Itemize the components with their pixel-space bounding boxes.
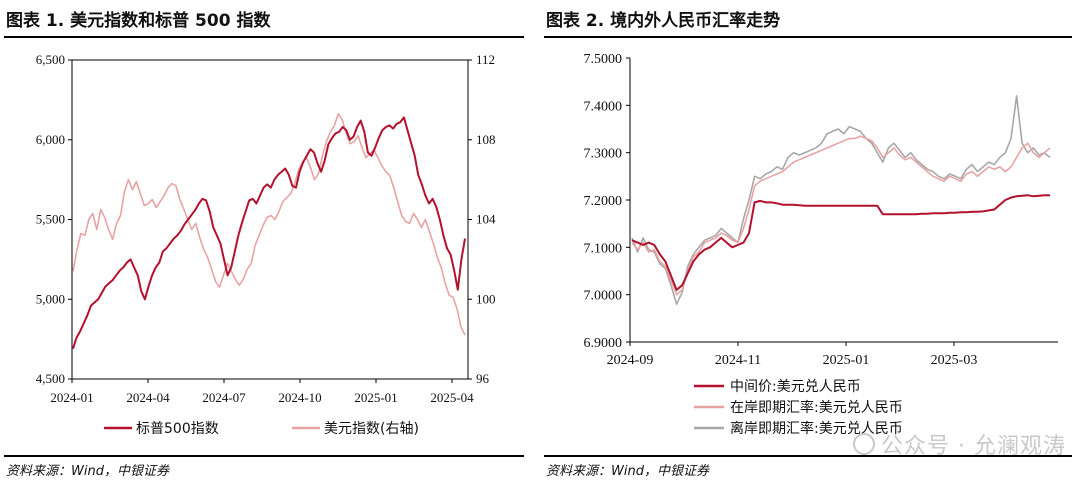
legend-label-dxy: 美元指数(右轴) — [324, 421, 419, 437]
series-line-central-parity — [631, 194, 1050, 291]
y-right-tick-label: 112 — [476, 52, 495, 67]
y-tick-label: 7.4000 — [584, 99, 623, 114]
y-tick-label: 7.5000 — [584, 52, 623, 67]
x-tick-label: 2024-01 — [50, 390, 93, 405]
cny-exchange-rate-chart: 6.9000 7.0000 7.1000 7.2000 7.3000 7.4000 7.50… — [584, 52, 1058, 437]
x-tick-label: 2024-11 — [715, 353, 761, 368]
y-tick-label: 6.9000 — [584, 336, 623, 351]
legend-label-offshore: 离岸即期汇率:美元兑人民币 — [730, 420, 903, 437]
series-line-onshore — [631, 135, 1051, 296]
series-line-dxy — [72, 113, 466, 336]
y-tick-label: 7.1000 — [584, 241, 623, 256]
series-line-offshore — [631, 95, 1051, 305]
y-right-tick-label: 96 — [476, 371, 490, 386]
watermark: 公众号 · 允澜观涛 — [853, 428, 1066, 460]
y-left-tick-label: 5,500 — [36, 212, 65, 227]
x-tick-label: 2024-07 — [202, 390, 246, 405]
y-left-tick-label: 6,500 — [36, 52, 65, 67]
y-right-tick-label: 104 — [476, 212, 496, 227]
right-title-rule — [544, 36, 1072, 38]
legend-label-central-parity: 中间价:美元兑人民币 — [730, 379, 861, 395]
left-title-rule — [4, 36, 524, 38]
x-tick-label: 2025-01 — [354, 390, 397, 405]
x-tick-label: 2025-03 — [931, 353, 978, 368]
right-source-rule — [544, 455, 1072, 457]
right-figure-title: 图表 2. 境内外人民币汇率走势 — [546, 11, 781, 31]
y-left-tick-label: 5,000 — [36, 291, 65, 306]
y-left-tick-label: 4,500 — [36, 371, 65, 386]
left-figure-panel: 图表 1. 美元指数和标普 500 指数 4,500 5,000 5,500 6,00… — [0, 0, 532, 485]
plot-frame — [71, 59, 469, 380]
y-right-tick-label: 108 — [476, 132, 496, 147]
y-right-tick-label: 100 — [476, 291, 496, 306]
x-tick-label: 2024-04 — [126, 390, 170, 405]
y-tick-label: 7.3000 — [584, 147, 623, 162]
series-line-sp500 — [72, 116, 466, 350]
left-figure-title: 图表 1. 美元指数和标普 500 指数 — [6, 11, 271, 31]
x-tick-label: 2025-04 — [430, 390, 474, 405]
wechat-icon — [853, 433, 876, 455]
left-source-rule — [4, 455, 524, 457]
y-tick-label: 7.0000 — [584, 289, 623, 304]
right-figure-panel: 图表 2. 境内外人民币汇率走势 6.9000 7.0000 7.1000 7.200… — [540, 0, 1080, 485]
y-tick-label: 7.2000 — [584, 194, 623, 209]
watermark-text: 公众号 · 允澜观涛 — [881, 434, 1066, 459]
legend-label-onshore: 在岸即期汇率:美元兑人民币 — [730, 399, 903, 416]
legend-label-sp500: 标普500指数 — [136, 421, 219, 437]
x-tick-label: 2024-10 — [278, 390, 321, 405]
left-source-text: 资料来源：Wind，中银证券 — [6, 464, 169, 479]
x-tick-label: 2025-01 — [823, 353, 870, 368]
sp500-dxy-chart: 4,500 5,000 5,500 6,000 6,500 96 100 104 108 112 2… — [36, 52, 496, 437]
y-left-tick-label: 6,000 — [36, 132, 65, 147]
x-tick-label: 2024-09 — [607, 353, 654, 368]
right-source-text: 资料来源：Wind，中银证券 — [546, 464, 709, 479]
